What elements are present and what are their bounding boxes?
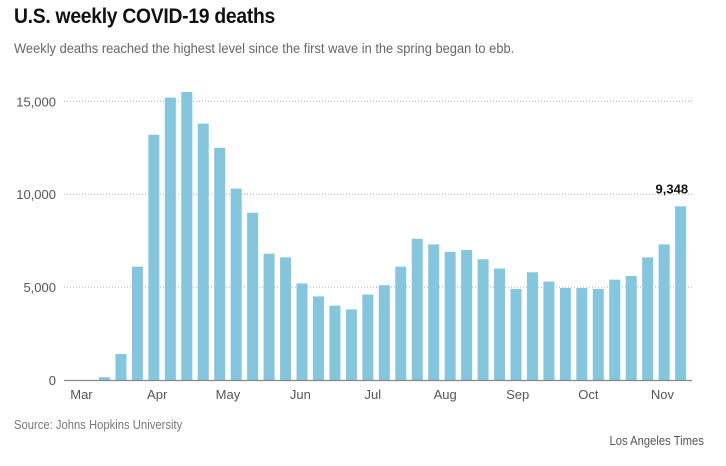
bar: [345, 309, 357, 380]
y-tick-label: 0: [49, 373, 56, 388]
bar: [444, 251, 456, 380]
bar: [312, 296, 324, 380]
x-tick-label: Oct: [578, 387, 599, 402]
bar: [378, 285, 390, 380]
bar: [247, 212, 259, 380]
source-note: Source: Johns Hopkins University: [14, 418, 183, 432]
bar: [526, 272, 538, 380]
bar: [131, 266, 143, 380]
bar: [164, 97, 176, 381]
y-tick-label: 10,000: [16, 187, 56, 202]
bar: [395, 266, 407, 380]
bar: [148, 134, 160, 380]
bar: [411, 238, 423, 380]
latest-value-label: 9,348: [656, 181, 689, 196]
bar: [263, 253, 275, 380]
bar: [477, 259, 489, 380]
x-tick-label: Jul: [364, 387, 381, 402]
bar: [362, 294, 374, 380]
bar: [461, 249, 473, 380]
y-tick-label: 15,000: [16, 94, 56, 109]
chart-title: U.S. weekly COVID-19 deaths: [14, 5, 275, 28]
bars: [99, 92, 687, 381]
bar: [428, 244, 440, 380]
bar: [675, 206, 687, 380]
bar: [609, 279, 621, 380]
chart-subtitle: Weekly deaths reached the highest level …: [14, 40, 515, 56]
bar: [559, 288, 571, 380]
bar: [214, 147, 226, 380]
bar: [99, 377, 110, 380]
bar: [510, 288, 522, 380]
bar: [280, 257, 292, 380]
x-tick-label: Nov: [651, 387, 675, 402]
bar: [494, 268, 506, 380]
bar: [197, 123, 209, 380]
x-axis-ticks: Mar Apr May Jun Jul Aug Sep Oct Nov: [70, 387, 674, 402]
bar: [230, 188, 242, 380]
bar: [296, 283, 308, 380]
bar: [181, 92, 193, 380]
y-axis-ticks: 0 5,000 10,000 15,000: [16, 94, 56, 388]
x-tick-label: Aug: [434, 387, 457, 402]
publisher-credit: Los Angeles Times: [609, 434, 704, 448]
x-tick-label: Jun: [290, 387, 311, 402]
x-tick-label: Mar: [70, 387, 93, 402]
bar: [625, 275, 637, 380]
bar: [642, 257, 654, 380]
y-tick-label: 5,000: [23, 280, 56, 295]
bar: [576, 288, 588, 380]
x-tick-label: May: [216, 387, 241, 402]
bar: [658, 244, 670, 380]
bar: [115, 353, 127, 380]
x-tick-label: Apr: [147, 387, 168, 402]
bar: [329, 305, 341, 380]
bar: [592, 288, 604, 380]
bar: [543, 281, 555, 380]
x-tick-label: Sep: [506, 387, 529, 402]
